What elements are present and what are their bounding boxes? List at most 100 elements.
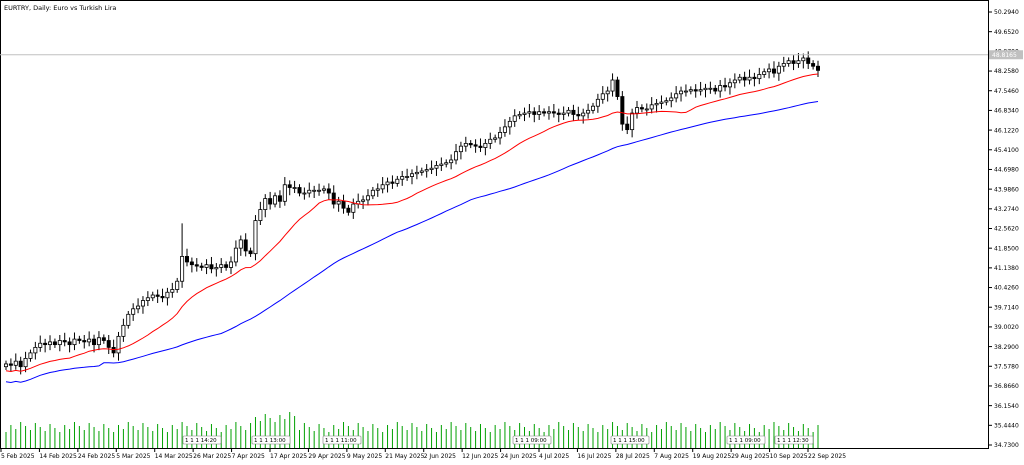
candle-body — [644, 108, 649, 111]
candle-body — [170, 289, 175, 293]
candle-body — [512, 115, 517, 122]
event-marker-label: 1 1 1 14:20 — [185, 438, 217, 444]
x-tick-label: 29 Apr 2025 — [308, 453, 345, 460]
y-tick-label: 38.2900 — [994, 344, 1019, 351]
x-tick-label: 7 Aug 2025 — [654, 453, 689, 460]
candle-body — [419, 170, 424, 173]
candle-body — [468, 143, 473, 146]
candle-body — [184, 256, 189, 263]
candle-body — [698, 89, 703, 92]
event-marker: 1 1 1 09:00 — [512, 435, 552, 445]
candle-body — [175, 280, 180, 290]
candle-body — [439, 163, 444, 166]
candle-body — [576, 114, 581, 117]
candle-body — [688, 89, 693, 92]
candle-body — [380, 184, 385, 190]
y-tick-label: 35.4440 — [994, 423, 1019, 430]
candle-body — [551, 111, 556, 114]
candle-body — [664, 100, 669, 103]
candle-body — [155, 294, 160, 297]
candle-body — [395, 178, 400, 184]
candle-body — [498, 131, 503, 139]
y-tick-label: 37.5780 — [994, 363, 1019, 370]
candle-body — [165, 291, 170, 299]
candle-body — [238, 239, 243, 249]
candle-body — [454, 151, 459, 161]
candle-body — [463, 143, 468, 147]
y-tick-label: 41.1380 — [994, 265, 1019, 272]
candle-body — [326, 188, 331, 194]
candle-body — [771, 68, 776, 74]
event-marker-label: 1 1 1 12:30 — [777, 438, 809, 444]
x-tick-label: 26 Mar 2025 — [193, 453, 231, 460]
event-marker: 1 1 1 11:00 — [322, 435, 362, 445]
candle-body — [92, 338, 97, 346]
candle-body — [140, 300, 145, 307]
y-tick-label: 48.2580 — [994, 68, 1019, 75]
y-tick-label: 34.7300 — [994, 442, 1019, 449]
candle-body — [4, 363, 9, 368]
x-tick-label: 10 Sep 2025 — [770, 453, 808, 460]
ma-slow-line — [5, 101, 819, 384]
candle-body — [145, 297, 150, 301]
candle-body — [204, 264, 209, 268]
candle-body — [546, 111, 551, 114]
event-marker-label: 1 1 1 15:00 — [613, 438, 645, 444]
candle-body — [370, 189, 375, 197]
candle-body — [28, 352, 33, 359]
candle-body — [302, 192, 307, 195]
candle-body — [126, 313, 131, 326]
candle-body — [786, 60, 791, 64]
candle-body — [713, 87, 718, 92]
candle-body — [502, 126, 507, 133]
candle-body — [414, 171, 419, 175]
candle-body — [209, 264, 214, 270]
y-tick-label: 46.8340 — [994, 108, 1019, 115]
candle-body — [522, 112, 527, 115]
candle-body — [282, 184, 287, 202]
event-marker: 1 1 1 14:20 — [182, 435, 222, 445]
x-tick-label: 9 May 2025 — [347, 453, 382, 460]
candle-body — [365, 195, 370, 201]
x-tick-label: 22 Sep 2025 — [808, 453, 846, 460]
candle-body — [67, 341, 72, 346]
current-price-tag: 48.8165 — [989, 50, 1023, 60]
candle-body — [43, 342, 48, 346]
candle-body — [727, 82, 732, 88]
candle-body — [189, 261, 194, 266]
y-tick-label: 46.1220 — [994, 127, 1019, 134]
candle-body — [556, 112, 561, 115]
x-tick-label: 17 Apr 2025 — [270, 453, 307, 460]
x-tick-label: 5 Feb 2025 — [1, 453, 35, 460]
candle-body — [537, 111, 542, 115]
candle-body — [615, 79, 620, 97]
candle-body — [253, 220, 258, 255]
candle-body — [586, 109, 591, 114]
candle-body — [781, 63, 786, 67]
candle-body — [199, 265, 204, 268]
candle-body — [287, 184, 292, 188]
candle-body — [258, 209, 263, 221]
event-marker-label: 1 1 1 09:00 — [515, 438, 547, 444]
candle-body — [263, 198, 268, 210]
candle-body — [409, 173, 414, 177]
ma-fast-line — [5, 73, 819, 373]
candle-body — [659, 101, 664, 104]
volume-bars — [5, 412, 819, 448]
candle-body — [590, 105, 595, 111]
candle-body — [703, 87, 708, 91]
candle-body — [708, 87, 713, 90]
y-axis: 50.294049.652048.970048.258047.546046.83… — [988, 9, 1019, 449]
candle-body — [595, 98, 600, 107]
candle-body — [600, 93, 605, 100]
event-marker: 1 1 1 13:00 — [251, 435, 291, 445]
candle-body — [517, 114, 522, 117]
y-tick-label: 39.0020 — [994, 324, 1019, 331]
candle-body — [72, 338, 77, 346]
event-marker-label: 1 1 1 09:00 — [729, 438, 761, 444]
y-tick-label: 49.6520 — [994, 29, 1019, 36]
candle-body — [620, 96, 625, 125]
y-tick-label: 36.1540 — [994, 403, 1019, 410]
